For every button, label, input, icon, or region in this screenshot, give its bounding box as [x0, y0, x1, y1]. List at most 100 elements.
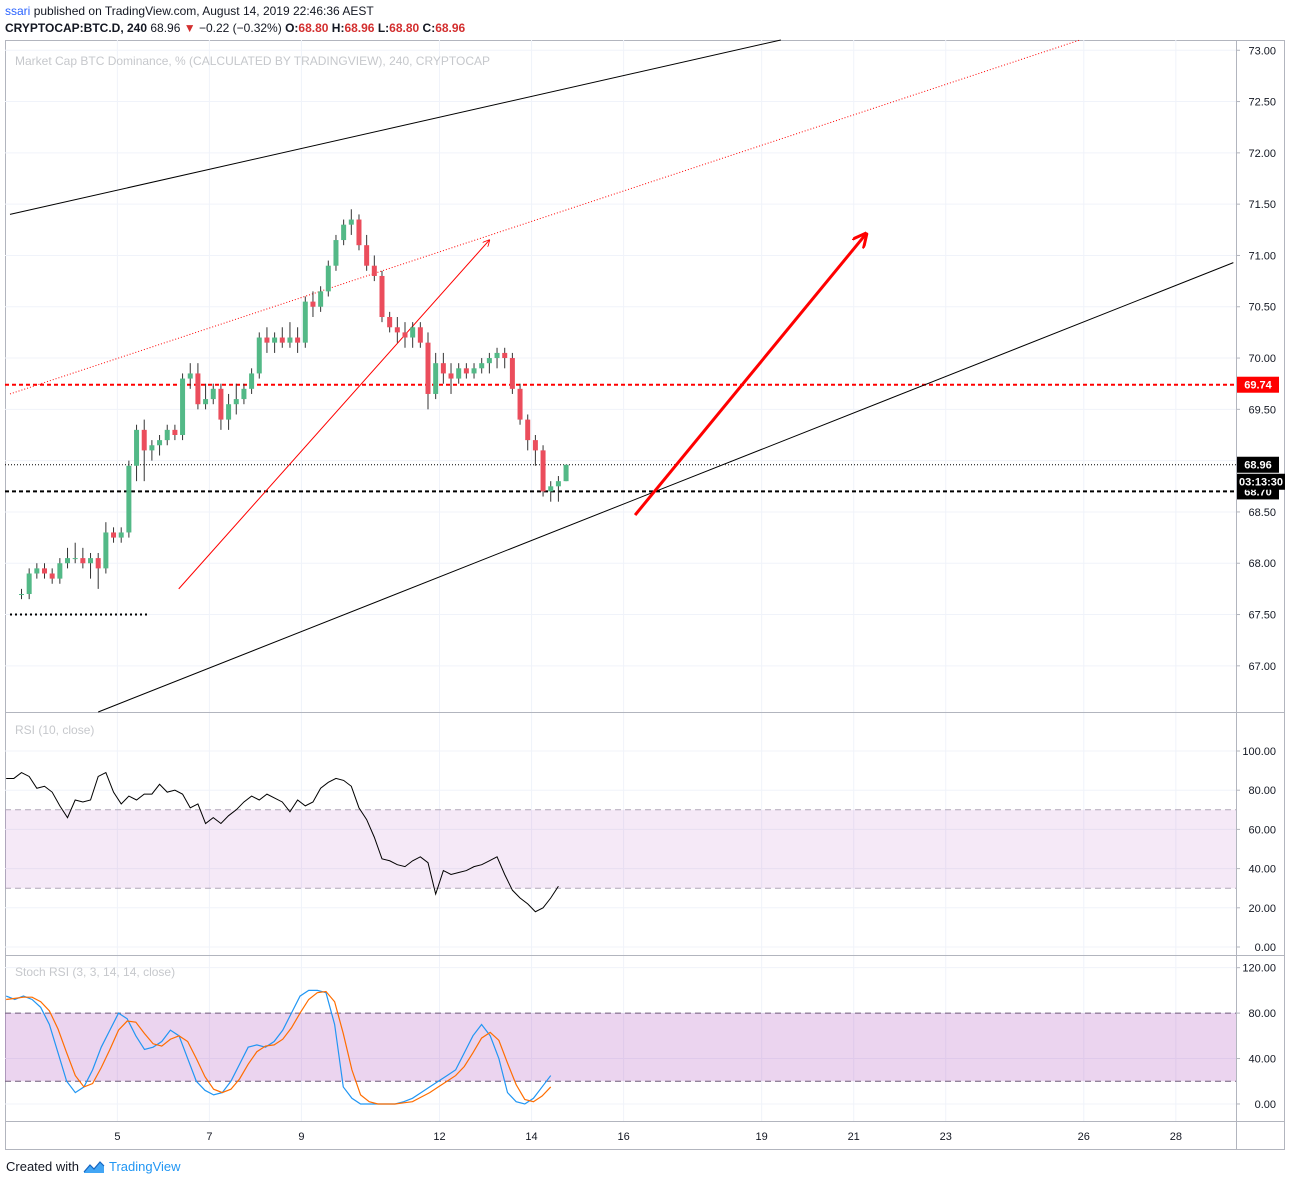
low-value: 68.80	[389, 21, 420, 35]
stoch-band-fill	[5, 1013, 1236, 1082]
open-label: O:	[285, 21, 299, 35]
candle-body	[509, 358, 515, 389]
candle-body	[149, 445, 155, 451]
price-tick-label: 73.00	[1248, 45, 1276, 57]
chart-frame	[5, 40, 1285, 1150]
candle-body	[241, 388, 247, 400]
candle-body	[310, 301, 316, 307]
created-with-text: Created with	[6, 1159, 79, 1174]
price-tick-label: 68.50	[1248, 507, 1276, 519]
level-label-box	[1237, 456, 1279, 473]
candle-body	[287, 337, 293, 343]
candle-body	[103, 532, 109, 569]
price-pane-title: Market Cap BTC Dominance, % (CALCULATED …	[15, 54, 490, 68]
price-tick-label: 70.00	[1248, 353, 1276, 365]
candle-body	[249, 373, 255, 389]
candle-body	[425, 342, 431, 394]
time-tick-label: 7	[206, 1131, 212, 1143]
rsi-line	[6, 771, 559, 913]
rsi-band-fill	[5, 809, 1236, 889]
time-tick-label: 21	[848, 1131, 860, 1143]
stoch-band	[5, 1012, 1236, 1082]
candle-body	[295, 337, 301, 343]
stoch-tick-label: 40.00	[1248, 1054, 1276, 1066]
grid	[5, 40, 1236, 1121]
time-tick-label: 16	[617, 1131, 629, 1143]
footer: Created with TradingView	[6, 1159, 181, 1174]
time-tick-label: 23	[940, 1131, 952, 1143]
candle-body	[226, 404, 232, 420]
candle-body	[486, 358, 492, 364]
close-label: C:	[422, 21, 436, 35]
candle-body	[172, 429, 178, 435]
candle-body	[387, 317, 393, 328]
candle-body	[111, 532, 117, 538]
candle-body	[80, 558, 86, 564]
level-price-label: 69.74	[1237, 376, 1279, 393]
author-name[interactable]: ssari	[5, 4, 31, 18]
price-change: −0.22 (−0.32%)	[198, 21, 282, 35]
candle-body	[126, 465, 132, 533]
candle-body	[410, 327, 416, 338]
symbol-label: CRYPTOCAP:BTC.D, 240	[5, 21, 148, 35]
rsi-tick-label: 60.00	[1248, 824, 1276, 836]
trendline	[9, 39, 1081, 395]
countdown-box	[1237, 473, 1285, 490]
candle-body	[49, 573, 55, 579]
price-tick-label: 71.50	[1248, 199, 1276, 211]
candle-body	[218, 388, 224, 420]
candle-body	[95, 558, 101, 569]
candle-body	[279, 337, 285, 343]
time-tick-label: 5	[114, 1131, 120, 1143]
tradingview-brand[interactable]: TradingView	[108, 1159, 181, 1174]
candle-body	[302, 301, 308, 343]
candle-body	[195, 373, 201, 405]
tradingview-logo-icon	[83, 1160, 105, 1173]
candle-body	[325, 265, 331, 292]
candle-body	[72, 558, 78, 560]
countdown-text: 03:13:30	[1239, 477, 1283, 489]
candle-body	[34, 568, 40, 574]
candle-body	[141, 429, 147, 451]
candle-body	[525, 419, 531, 441]
price-axis[interactable]: 73.00 72.50 72.00 71.50 71.00 70.50 70.00 69.50…	[1236, 45, 1285, 1111]
level-label-text: 69.74	[1244, 380, 1272, 392]
candle-body	[65, 558, 71, 564]
price-tick-label: 71.00	[1248, 250, 1276, 262]
arrow-drawing	[178, 240, 490, 590]
time-tick-label: 14	[525, 1131, 537, 1143]
level-price-label: 68.96	[1237, 456, 1279, 473]
candle-body	[555, 481, 561, 487]
candle-body	[540, 450, 546, 492]
rsi-tick-label: 100.00	[1242, 746, 1276, 758]
level-label-text: 68.96	[1244, 460, 1272, 472]
stoch-pane-title: Stoch RSI (3, 3, 14, 14, close)	[15, 965, 175, 979]
candle-body	[433, 363, 439, 394]
candle-body	[180, 378, 186, 435]
candle-body	[356, 219, 362, 246]
time-tick-label: 9	[298, 1131, 304, 1143]
price-tick-label: 68.00	[1248, 558, 1276, 570]
candle-body	[364, 245, 370, 266]
rsi-tick-label: 20.00	[1248, 903, 1276, 915]
time-tick-label: 28	[1170, 1131, 1182, 1143]
time-tick-label: 26	[1078, 1131, 1090, 1143]
rsi-tick-label: 0.00	[1255, 942, 1276, 954]
time-tick-label: 12	[433, 1131, 445, 1143]
publish-info: ssari published on TradingView.com, Augu…	[5, 4, 374, 18]
candle-body	[210, 388, 216, 400]
time-axis[interactable]: 5 7 9 12 14 16 19 21 23 26 28	[114, 1131, 1182, 1143]
price-tick-label: 72.00	[1248, 148, 1276, 160]
candle-body	[256, 337, 262, 374]
candle-body	[502, 352, 508, 359]
rsi-tick-label: 80.00	[1248, 785, 1276, 797]
price-tick-label: 67.00	[1248, 661, 1276, 673]
high-label: H:	[331, 21, 345, 35]
stoch-d-line	[6, 990, 552, 1105]
price-tick-label: 67.50	[1248, 610, 1276, 622]
price-tick-label: 70.50	[1248, 302, 1276, 314]
candle-body	[494, 352, 500, 359]
candle-body	[548, 486, 554, 492]
candle-body	[134, 429, 140, 466]
